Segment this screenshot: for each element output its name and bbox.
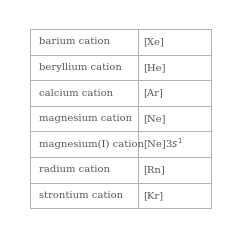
Text: [Xe]: [Xe] bbox=[143, 37, 164, 46]
Text: magnesium cation: magnesium cation bbox=[39, 114, 133, 123]
Text: beryllium cation: beryllium cation bbox=[39, 63, 122, 72]
Text: [Ar]: [Ar] bbox=[143, 89, 163, 98]
Text: barium cation: barium cation bbox=[39, 37, 110, 46]
Text: strontium cation: strontium cation bbox=[39, 191, 124, 200]
Text: [Kr]: [Kr] bbox=[143, 191, 163, 200]
Text: [Ne]: [Ne] bbox=[143, 114, 165, 123]
Text: [Ne]3$s^1$: [Ne]3$s^1$ bbox=[143, 137, 183, 152]
Text: radium cation: radium cation bbox=[39, 165, 110, 174]
Text: [Rn]: [Rn] bbox=[143, 165, 165, 174]
Text: [He]: [He] bbox=[143, 63, 165, 72]
Text: magnesium(I) cation: magnesium(I) cation bbox=[39, 140, 144, 149]
Text: calcium cation: calcium cation bbox=[39, 89, 114, 98]
